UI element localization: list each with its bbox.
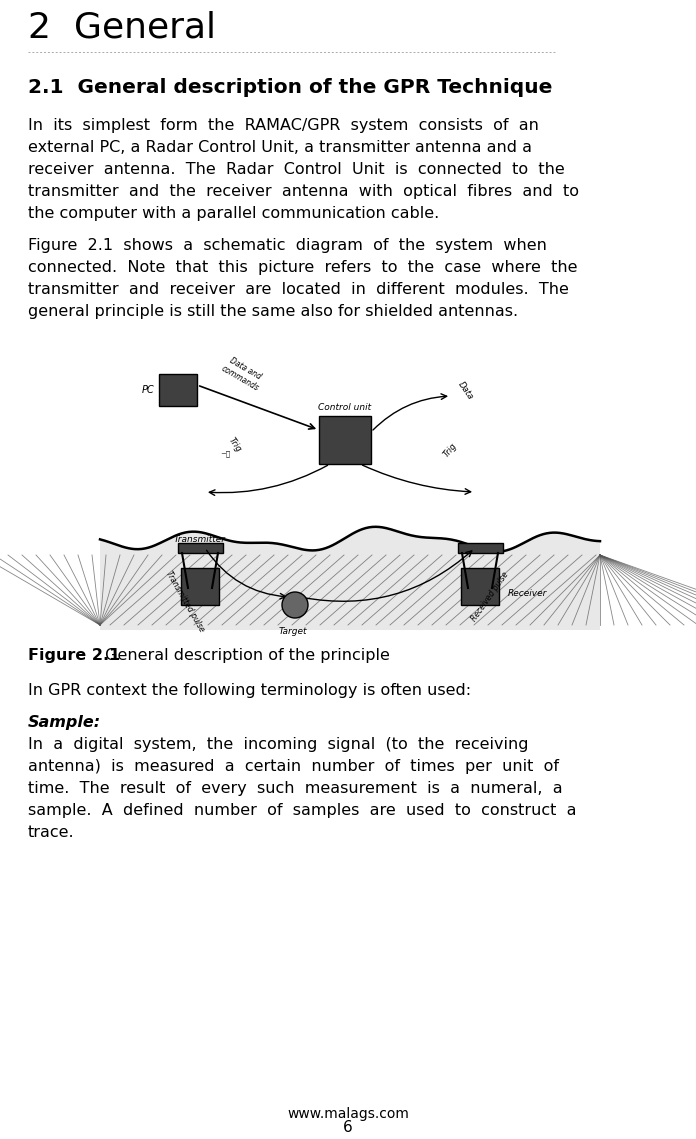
Text: antenna)  is  measured  a  certain  number  of  times  per  unit  of: antenna) is measured a certain number of… [28, 759, 559, 775]
Text: In  its  simplest  form  the  RAMAC/GPR  system  consists  of  an: In its simplest form the RAMAC/GPR syste… [28, 118, 539, 133]
Text: www.malags.com: www.malags.com [287, 1107, 409, 1121]
Text: time.  The  result  of  every  such  measurement  is  a  numeral,  a: time. The result of every such measureme… [28, 781, 562, 796]
Text: receiver  antenna.  The  Radar  Control  Unit  is  connected  to  the: receiver antenna. The Radar Control Unit… [28, 162, 564, 177]
Text: connected.  Note  that  this  picture  refers  to  the  case  where  the: connected. Note that this picture refers… [28, 260, 578, 274]
Text: sample.  A  defined  number  of  samples  are  used  to  construct  a: sample. A defined number of samples are … [28, 803, 576, 818]
FancyBboxPatch shape [181, 568, 219, 605]
Text: Data and
commands: Data and commands [220, 354, 266, 393]
Text: In  a  digital  system,  the  incoming  signal  (to  the  receiving: In a digital system, the incoming signal… [28, 737, 528, 752]
Text: Target: Target [279, 626, 307, 636]
FancyBboxPatch shape [159, 374, 197, 405]
Text: Transmitter: Transmitter [174, 535, 226, 544]
Text: Sample:: Sample: [28, 715, 101, 730]
Text: transmitter  and  the  receiver  antenna  with  optical  fibres  and  to: transmitter and the receiver antenna wit… [28, 185, 579, 199]
Text: Data: Data [456, 380, 475, 402]
Text: trace.: trace. [28, 825, 74, 839]
FancyBboxPatch shape [177, 543, 223, 554]
Text: general principle is still the same also for shielded antennas.: general principle is still the same also… [28, 304, 518, 319]
Text: Received pulse: Received pulse [470, 570, 510, 623]
FancyBboxPatch shape [461, 568, 499, 605]
Text: Receiver: Receiver [508, 589, 547, 598]
FancyBboxPatch shape [319, 416, 371, 464]
Text: PC: PC [141, 385, 154, 395]
Text: In GPR context the following terminology is often used:: In GPR context the following terminology… [28, 683, 471, 698]
Text: General description of the principle: General description of the principle [100, 648, 390, 663]
Text: Figure  2.1  shows  a  schematic  diagram  of  the  system  when: Figure 2.1 shows a schematic diagram of … [28, 238, 547, 253]
Text: 6: 6 [343, 1120, 353, 1134]
Text: Figure 2.1: Figure 2.1 [28, 648, 120, 663]
FancyBboxPatch shape [457, 543, 503, 554]
Text: ~⮤: ~⮤ [220, 450, 230, 457]
Text: Trig: Trig [441, 441, 459, 459]
Text: Trig: Trig [227, 436, 243, 454]
Text: transmitter  and  receiver  are  located  in  different  modules.  The: transmitter and receiver are located in … [28, 282, 569, 297]
Text: Control unit: Control unit [319, 403, 372, 412]
Text: 2  General: 2 General [28, 10, 216, 44]
Text: external PC, a Radar Control Unit, a transmitter antenna and a: external PC, a Radar Control Unit, a tra… [28, 140, 532, 155]
Circle shape [282, 592, 308, 618]
Text: the computer with a parallel communication cable.: the computer with a parallel communicati… [28, 206, 439, 221]
Text: Transmitted pulse: Transmitted pulse [164, 570, 206, 634]
Polygon shape [100, 527, 600, 630]
Text: 2.1  General description of the GPR Technique: 2.1 General description of the GPR Techn… [28, 77, 553, 97]
